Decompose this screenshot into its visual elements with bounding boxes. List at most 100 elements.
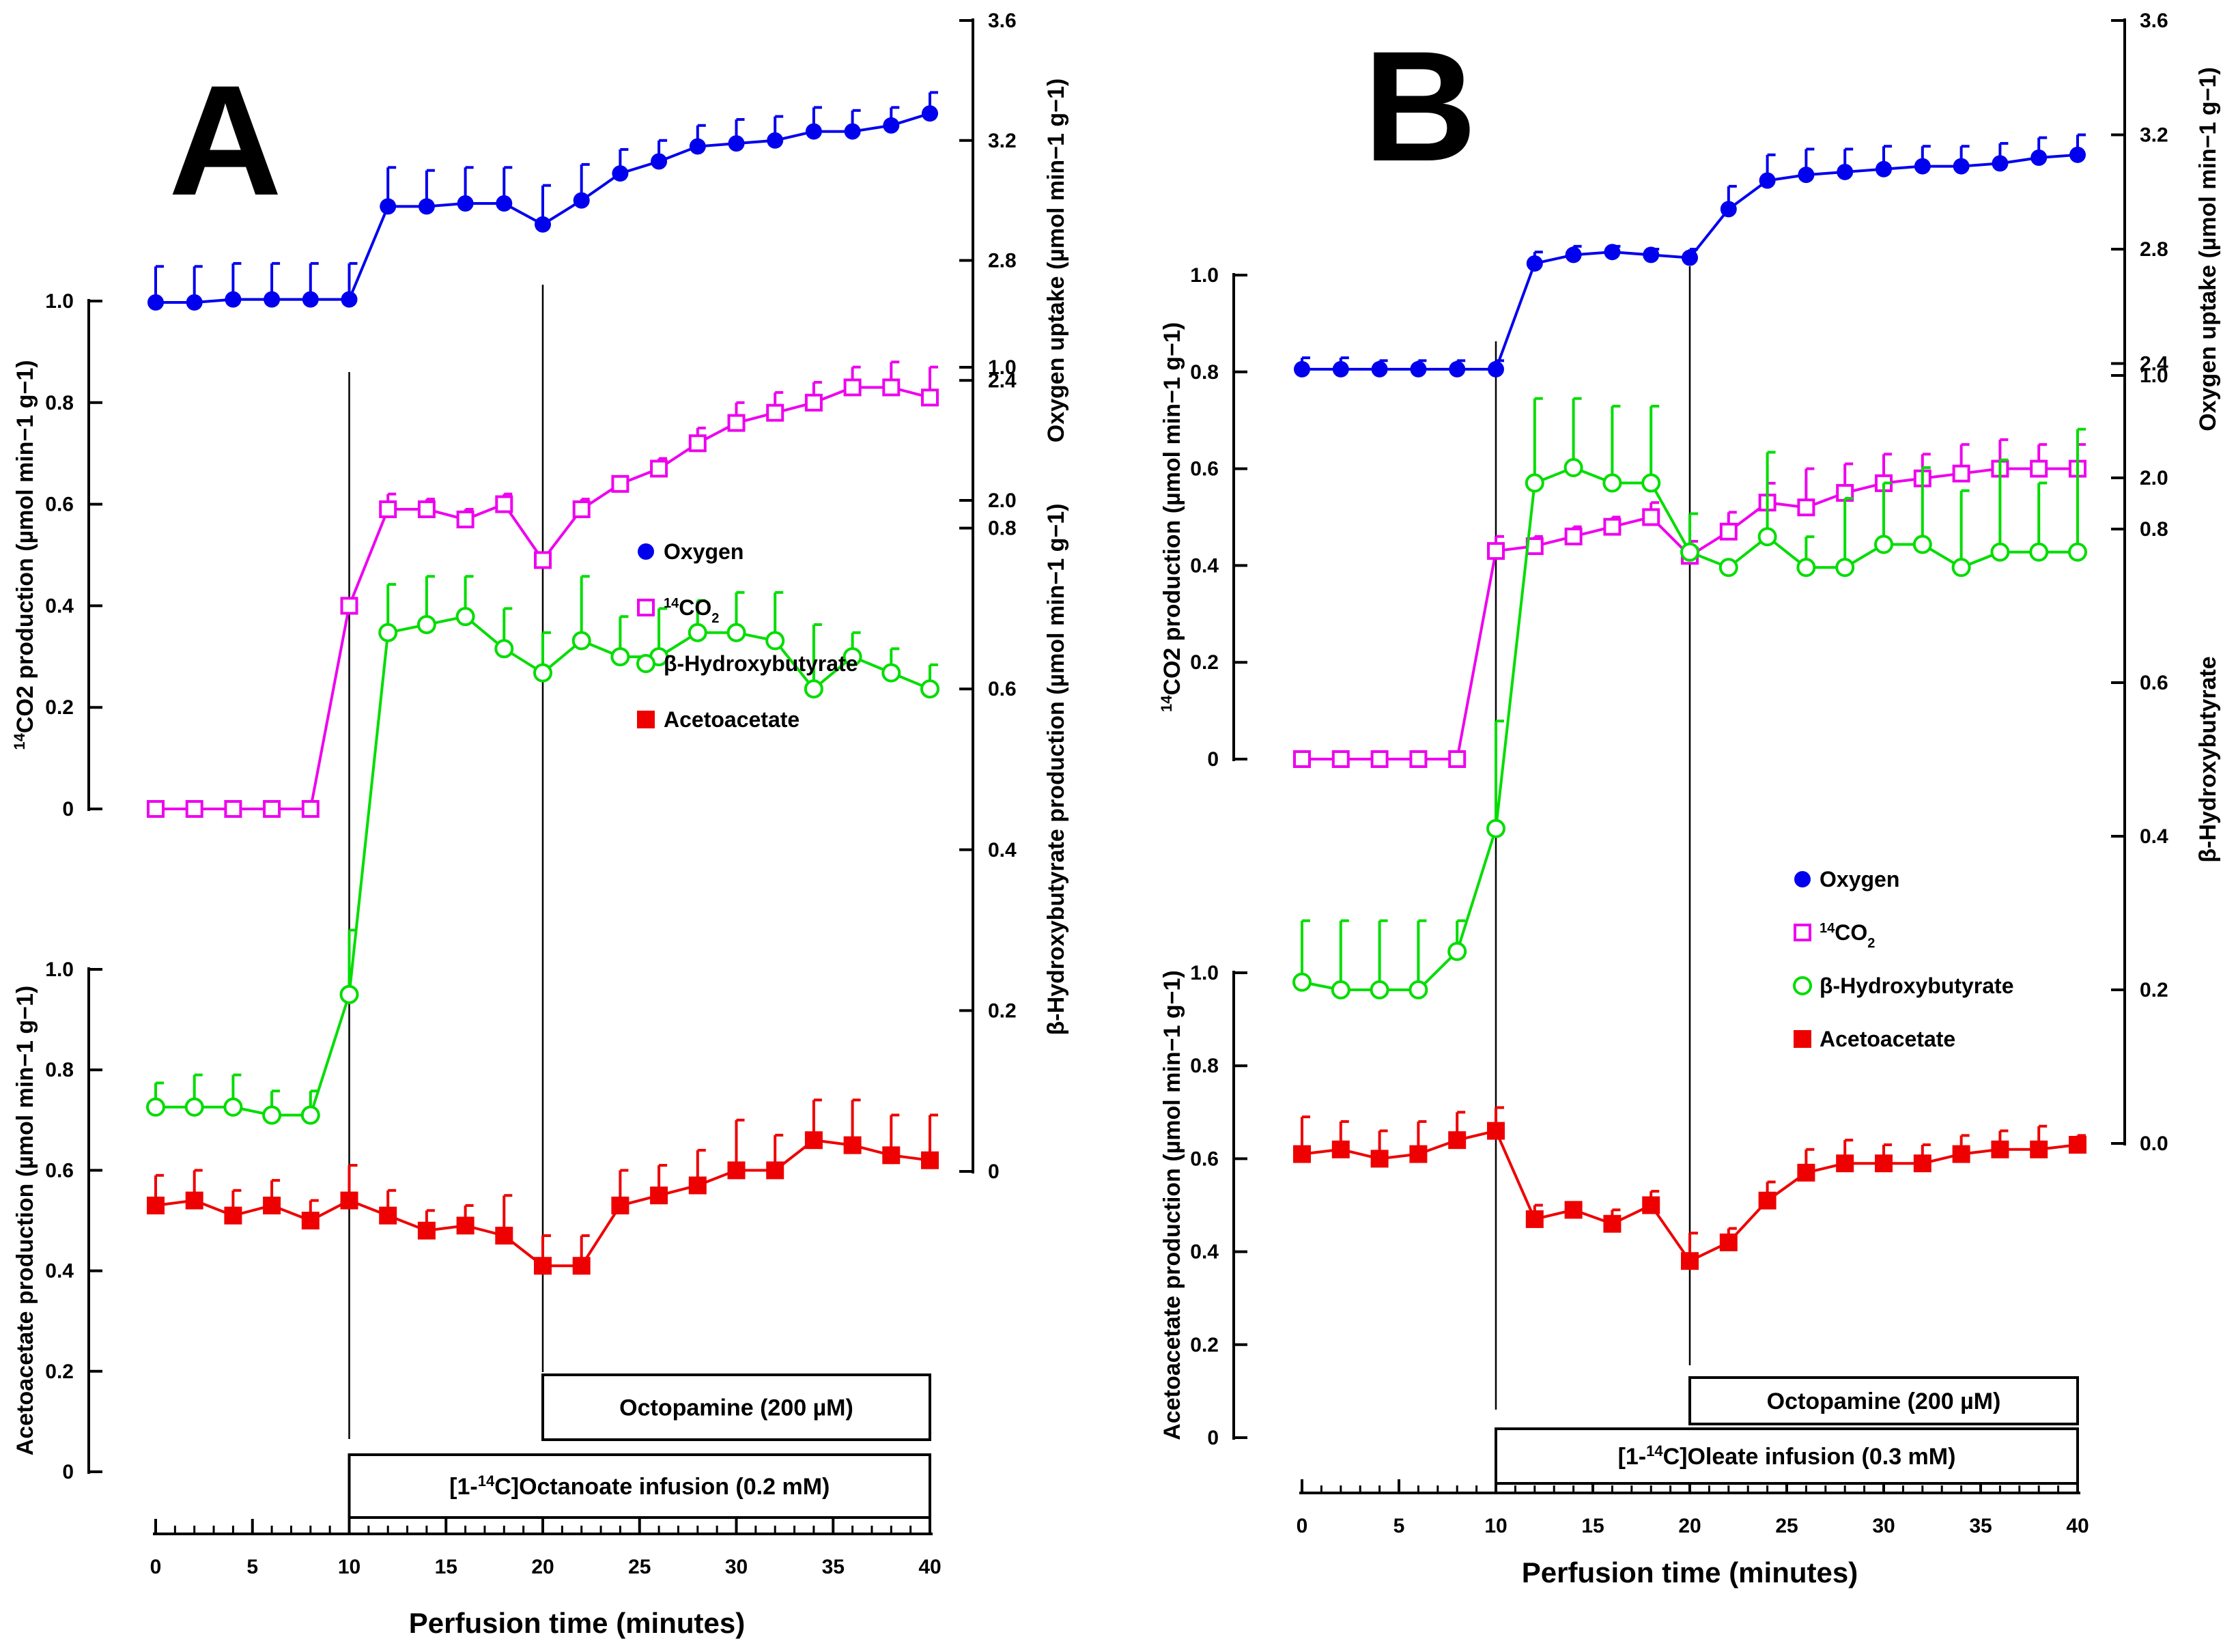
data-point (572, 1257, 591, 1275)
data-point (844, 123, 861, 140)
data-point (1602, 473, 1622, 493)
data-point (264, 291, 281, 308)
y-axis-title-text: β-Hydroxybutyrate (2195, 656, 2221, 862)
y-axis-title: Acetoacetate production (µmol min−1 g−1) (12, 986, 38, 1455)
legend-sup: 14 (664, 596, 679, 611)
data-point (340, 1191, 358, 1210)
y-tick-label: 0.2 (1190, 1334, 1219, 1356)
data-point (1836, 1154, 1854, 1173)
data-point (1875, 1154, 1893, 1173)
data-point (1719, 522, 1738, 541)
y-axis-title: Oxygen uptake (µmol min−1 g−1) (2195, 67, 2221, 431)
y-axis-title-text: CO2 production (µmol min−1 g−1) (1159, 322, 1185, 696)
series-oxygen (147, 91, 938, 311)
data-point (1874, 535, 1893, 554)
legend-label: 14CO2 (1820, 920, 1875, 951)
data-point (456, 510, 475, 528)
y-tick-label: 2.4 (2140, 353, 2168, 375)
data-point (302, 291, 319, 308)
data-point (1913, 1154, 1931, 1173)
data-point (1759, 172, 1776, 189)
y-tick-label: 0 (988, 1160, 1000, 1183)
y-axis-co2: 0 0.2 0.4 0.6 0.8 1.0 14CO2 production (µmol m… (1158, 264, 1247, 771)
data-point (765, 631, 785, 651)
data-point (922, 105, 938, 122)
data-point (1488, 360, 1504, 378)
data-point (1951, 558, 1971, 578)
data-point (766, 1161, 784, 1180)
y-axis-title-sup: 14 (1158, 695, 1175, 712)
data-point (534, 1257, 552, 1275)
legend: Oxygen 14CO2 β-Hydroxybutyrate Acetoacetate (636, 539, 858, 732)
data-point (610, 647, 630, 667)
data-point (186, 294, 203, 311)
data-point (225, 291, 242, 308)
data-point (1757, 527, 1777, 547)
y-tick-label: 0.4 (45, 1260, 74, 1283)
data-point (224, 1206, 242, 1225)
data-point (843, 647, 862, 667)
y-tick-label: 0.8 (1190, 1055, 1219, 1077)
y-tick-label: 3.6 (988, 10, 1017, 32)
annotation-rect (541, 1373, 931, 1441)
legend-label: Oxygen (1820, 867, 1899, 892)
data-point (1992, 155, 2009, 172)
series-hydroxybutyrate (146, 575, 939, 1125)
y-tick-label: 0.4 (45, 595, 74, 617)
legend-marker (1794, 924, 1811, 941)
y-axis-title: 14CO2 production (µmol min−1 g−1) (1158, 322, 1186, 712)
y-axis-oxygen: 2.0 2.4 2.8 3.2 3.6 Oxygen uptake (µmol min−1… (2111, 10, 2221, 489)
data-point (1525, 1210, 1544, 1228)
y-axis-oxygen: 2.0 2.4 2.8 3.2 3.6 Oxygen uptake (µmol min−1… (959, 10, 1069, 512)
y-tick-label: 1.0 (1190, 264, 1219, 287)
y-tick-label: 0.8 (45, 1059, 74, 1081)
data-point (1449, 360, 1466, 378)
data-point (147, 800, 165, 818)
series-co2 (147, 360, 939, 818)
y-axis-title-text: Oxygen uptake (µmol min−1 g−1) (2195, 67, 2221, 431)
data-point (571, 631, 591, 651)
data-point (883, 117, 900, 134)
y-axis-title-text: β-Hydroxybutyrate production (µmol min−1… (1043, 504, 1069, 1036)
data-point (688, 623, 707, 642)
data-point (2029, 542, 2049, 562)
y-tick-label: 0.6 (1190, 458, 1219, 481)
data-point (1642, 1196, 1660, 1214)
annotation-rect (1495, 1427, 2079, 1485)
data-point (921, 1151, 939, 1169)
data-point (1331, 750, 1350, 768)
x-tick-label: 10 (1484, 1515, 1507, 1537)
y-tick-label: 0.8 (1190, 361, 1219, 384)
data-point (1565, 246, 1582, 264)
annotation-label: [1-14C]Octanoate infusion (0.2 mM) (449, 1472, 830, 1500)
data-point (1720, 201, 1737, 218)
legend-sub: 2 (711, 611, 719, 626)
data-point (611, 474, 629, 493)
data-point (1876, 160, 1892, 177)
data-point (1331, 1140, 1350, 1158)
y-tick-label: 3.6 (2140, 10, 2168, 32)
data-point (1990, 542, 2010, 562)
y-tick-label: 0.6 (45, 1159, 74, 1182)
annotation-sup: 14 (478, 1472, 495, 1490)
x-tick-label: 30 (1872, 1515, 1895, 1537)
annotation-label: [1-14C]Oleate infusion (0.3 mM) (1618, 1442, 1956, 1470)
y-tick-label: 2.8 (2140, 238, 2168, 261)
y-axis-title-text: CO2 production (µmol min−1 g−1) (12, 360, 38, 733)
data-point (147, 294, 164, 311)
y-tick-label: 2.0 (2140, 467, 2168, 489)
x-tick-label: 20 (1678, 1515, 1701, 1537)
data-point (572, 500, 591, 519)
y-tick-label: 0 (1207, 748, 1219, 771)
legend-marker (638, 543, 654, 560)
data-point (1952, 464, 1970, 483)
data-point (1292, 972, 1312, 992)
data-point (1370, 980, 1389, 999)
data-point (804, 393, 823, 412)
data-point (533, 663, 552, 683)
data-point (457, 195, 474, 212)
data-point (1835, 558, 1855, 578)
data-point (380, 198, 397, 215)
data-point (147, 1196, 165, 1214)
data-point (2030, 459, 2048, 478)
